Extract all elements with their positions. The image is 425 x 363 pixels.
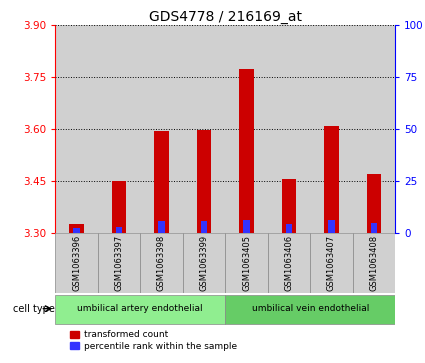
Text: GSM1063396: GSM1063396 — [72, 235, 81, 291]
Text: GSM1063405: GSM1063405 — [242, 235, 251, 291]
Bar — [55, 295, 225, 324]
Legend: transformed count, percentile rank within the sample: transformed count, percentile rank withi… — [67, 327, 241, 355]
Bar — [98, 25, 140, 233]
Bar — [225, 295, 395, 324]
Text: GSM1063408: GSM1063408 — [369, 235, 379, 291]
Bar — [268, 25, 310, 233]
Text: GSM1063398: GSM1063398 — [157, 235, 166, 291]
Bar — [239, 69, 254, 233]
Bar — [366, 174, 382, 233]
Bar — [286, 224, 292, 233]
Bar — [73, 228, 80, 233]
Bar — [310, 25, 353, 233]
Bar — [201, 221, 207, 233]
Bar — [225, 233, 268, 293]
Bar — [183, 25, 225, 233]
Bar — [98, 233, 140, 293]
Text: GSM1063397: GSM1063397 — [114, 235, 124, 291]
Bar — [140, 233, 183, 293]
Bar — [69, 224, 84, 233]
Bar — [353, 25, 395, 233]
Bar — [154, 131, 169, 233]
Text: GSM1063406: GSM1063406 — [284, 235, 294, 291]
Bar — [55, 233, 98, 293]
Bar — [183, 233, 225, 293]
Text: GSM1063399: GSM1063399 — [199, 235, 209, 291]
Bar — [353, 233, 395, 293]
Bar — [324, 126, 339, 233]
Bar — [225, 25, 268, 233]
Bar — [268, 233, 310, 293]
Text: umbilical artery endothelial: umbilical artery endothelial — [77, 304, 203, 313]
Bar — [55, 25, 98, 233]
Bar — [140, 25, 183, 233]
Bar — [116, 227, 122, 233]
Bar — [243, 220, 250, 233]
Bar — [371, 223, 377, 233]
Bar — [158, 221, 165, 233]
Bar — [310, 233, 353, 293]
Bar — [328, 220, 335, 233]
Bar — [196, 130, 211, 233]
Bar — [111, 181, 127, 233]
Text: cell type: cell type — [12, 304, 54, 314]
Title: GDS4778 / 216169_at: GDS4778 / 216169_at — [149, 11, 302, 24]
Bar — [281, 179, 296, 233]
Text: GSM1063407: GSM1063407 — [327, 235, 336, 291]
Text: umbilical vein endothelial: umbilical vein endothelial — [252, 304, 369, 313]
